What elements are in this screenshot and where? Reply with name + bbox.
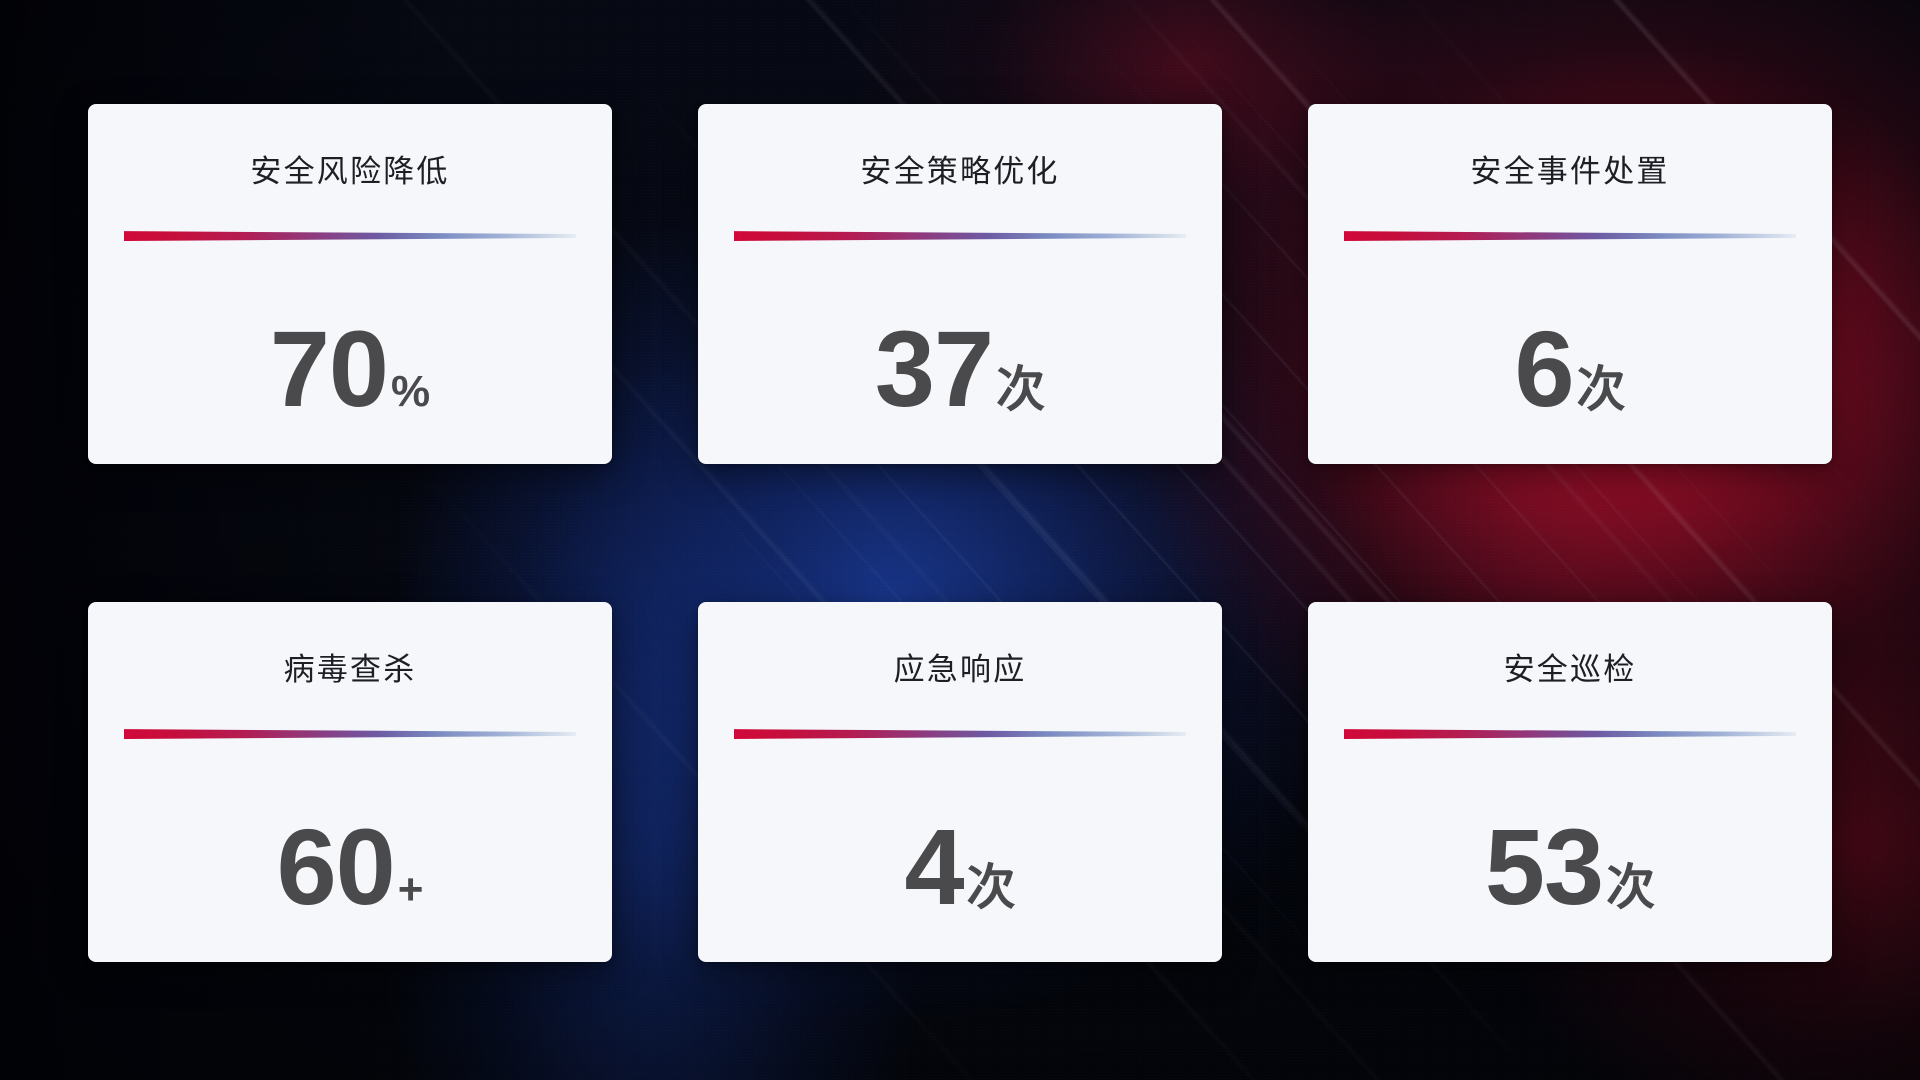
- metric-card-value-row: 70 %: [88, 307, 612, 429]
- metric-card-suffix: +: [397, 864, 424, 914]
- metric-card-value-row: 37 次: [698, 307, 1222, 429]
- metric-card[interactable]: 安全巡检 53 次: [1308, 602, 1832, 962]
- metric-card-value: 4: [904, 805, 964, 927]
- metric-card-title: 安全事件处置: [1470, 154, 1670, 189]
- metric-card-suffix: 次: [1576, 362, 1626, 417]
- metric-card-value: 60: [276, 805, 396, 927]
- metric-card-title: 病毒查杀: [283, 652, 417, 687]
- metric-card[interactable]: 安全风险降低 70 %: [88, 104, 612, 464]
- metric-card-suffix: 次: [966, 860, 1016, 915]
- metric-card-grid: 安全风险降低 70 % 安全策略优化 37 次 安全事件处置 6 次: [88, 104, 1832, 962]
- metric-card-divider: [124, 727, 576, 739]
- metric-card[interactable]: 应急响应 4 次: [698, 602, 1222, 962]
- metric-card-suffix: 次: [1606, 860, 1656, 915]
- metric-card-divider: [734, 727, 1186, 739]
- metric-card-divider: [124, 229, 576, 241]
- metric-card-title: 安全风险降低: [250, 154, 450, 189]
- metric-card-title: 安全巡检: [1503, 652, 1637, 687]
- metric-card-value-row: 6 次: [1308, 307, 1832, 429]
- metric-card[interactable]: 安全策略优化 37 次: [698, 104, 1222, 464]
- metric-card-divider: [734, 229, 1186, 241]
- metric-card-value: 53: [1484, 805, 1604, 927]
- metric-card-value: 70: [269, 307, 389, 429]
- metric-card-suffix: %: [391, 366, 431, 416]
- metric-card-suffix: 次: [996, 362, 1046, 417]
- metric-card-value: 37: [874, 307, 994, 429]
- metric-card-value-row: 53 次: [1308, 805, 1832, 927]
- metric-card-value: 6: [1514, 307, 1574, 429]
- metric-card-value-row: 4 次: [698, 805, 1222, 927]
- metric-card-divider: [1344, 229, 1796, 241]
- metric-card[interactable]: 安全事件处置 6 次: [1308, 104, 1832, 464]
- metric-card[interactable]: 病毒查杀 60 +: [88, 602, 612, 962]
- metric-card-value-row: 60 +: [88, 805, 612, 927]
- metric-card-title: 安全策略优化: [860, 154, 1060, 189]
- metric-card-divider: [1344, 727, 1796, 739]
- metric-card-title: 应急响应: [893, 652, 1027, 687]
